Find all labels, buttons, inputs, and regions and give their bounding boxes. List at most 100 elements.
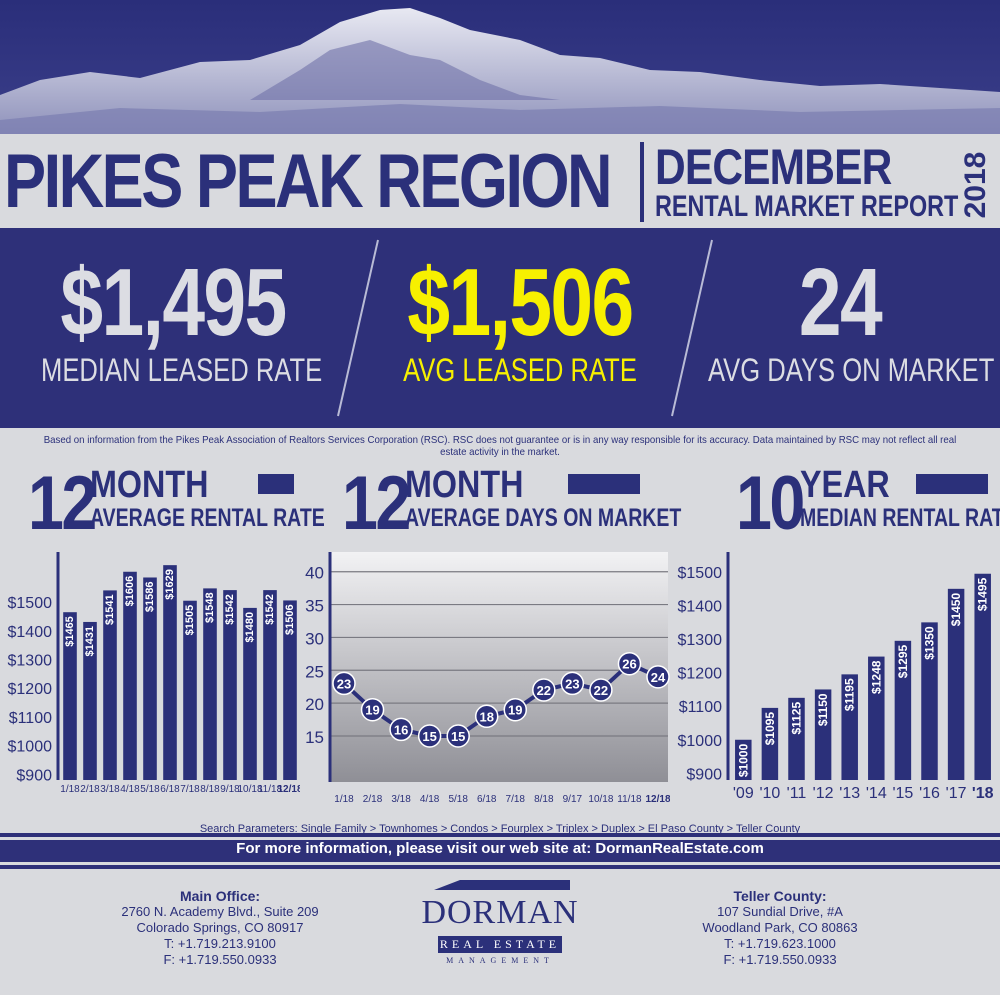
bar-data-label: $1000 [736,743,750,777]
point-data-label: 15 [422,729,436,744]
y-tick-label: $1000 [8,739,53,756]
point-data-label: 16 [394,722,408,737]
x-tick-label: 3/18 [391,794,411,805]
x-tick-label: 6/18 [160,784,180,795]
x-tick-label: 10/18 [588,794,613,805]
office-address-line1: 2760 N. Academy Blvd., Suite 209 [121,904,319,919]
bar [83,621,97,780]
section-2-subtitle: AVERAGE DAYS ON MARKET [405,504,682,532]
section-3-bar [916,474,988,494]
x-tick-label: 2/18 [80,784,100,795]
x-tick-label: 5/18 [448,794,468,805]
bar [921,622,938,780]
bar-data-label: $1606 [124,576,136,607]
data-point [389,717,413,742]
y-tick-label: $1200 [678,666,723,683]
bar-data-label: $1195 [843,678,857,711]
office-phone: T: +1.719.213.9100 [164,936,276,951]
y-tick-label: 30 [305,629,324,648]
bar-data-label: $1506 [284,604,296,635]
data-point [503,697,528,722]
point-data-label: 19 [508,703,522,718]
office-address-line1: 107 Sundial Drive, #A [717,904,843,919]
bar [947,588,965,780]
bar [103,590,117,780]
logo-name: DORMAN [421,894,579,931]
bar-data-label: $1542 [224,594,236,625]
bar [761,707,779,780]
bar [223,590,237,780]
x-tick-label: '15 [892,785,913,802]
data-point [617,651,642,676]
y-tick-label: $1000 [678,733,723,750]
bar-data-label: $1480 [244,612,256,643]
section-1-subtitle: AVERAGE RENTAL RATE [90,504,325,532]
y-tick-label: $1100 [679,699,722,716]
disclaimer: Based on information from the Pikes Peak… [43,434,957,458]
x-tick-label: 2/18 [363,794,383,805]
bar-data-label: $1495 [976,577,990,611]
bar-data-label: $1125 [790,702,804,735]
bar-data-label: $1295 [896,644,910,678]
data-point [417,724,442,748]
bar [814,689,832,780]
bar-data-label: $1629 [164,569,176,600]
bar [143,577,157,780]
x-tick-label: 11/18 [258,784,283,795]
x-tick-label: 7/18 [506,794,526,805]
y-tick-label: 20 [305,695,324,714]
x-tick-label: 4/18 [420,794,440,805]
x-tick-label: '10 [759,785,780,802]
section-1-number: 12 [28,461,97,546]
stat-avg-days: 24 AVG DAYS ON MARKET [675,248,1000,389]
website-link[interactable]: For more information, please visit our w… [236,840,764,857]
y-tick-label: $1500 [678,565,723,582]
bar [183,600,197,780]
point-data-label: 23 [565,676,579,691]
x-tick-label: 7/18 [180,784,200,795]
bar-data-label: $1541 [104,594,116,625]
x-tick-label: 3/18 [100,784,120,795]
point-data-label: 18 [479,709,493,724]
y-tick-label: 15 [305,728,324,747]
bar [63,612,77,780]
x-tick-label: '14 [866,785,887,802]
search-parameters: Search Parameters: Single Family > Townh… [199,823,801,835]
x-tick-label: '18 [972,785,994,802]
bar [788,697,805,780]
x-tick-label: 4/18 [120,784,140,795]
x-tick-label: 11/18 [617,794,642,805]
bar-data-label: $1542 [264,594,276,625]
stat-value: $1,506 [407,249,634,356]
stat-value: 24 [798,249,883,356]
bar [123,571,137,780]
bar [841,674,858,780]
section-1-word: MONTH [90,464,209,506]
y-tick-label: $1400 [678,599,723,616]
bar-data-label: $1095 [763,712,777,746]
bar-data-label: $1431 [84,626,96,657]
section-2-word: MONTH [405,464,524,506]
office-fax: F: +1.719.550.0933 [163,952,277,967]
data-point [532,678,556,702]
y-tick-label: $1400 [8,624,53,641]
logo-sub: MANAGEMENT [446,956,554,965]
y-tick-label: 35 [305,597,324,616]
bar-data-label: $1248 [869,660,883,694]
y-tick-label: $1500 [8,595,53,612]
plot-area [330,552,668,782]
office-address-line2: Woodland Park, CO 80863 [702,920,858,935]
report-year-box: 2018 [958,148,994,224]
bar [203,588,217,780]
logo-roof-icon [434,880,570,890]
stat-label: AVG DAYS ON MARKET [708,352,995,388]
report-year: 2018 [959,151,992,219]
stat-median-leased: $1,495 MEDIAN LEASED RATE [8,248,338,389]
x-tick-label: 5/18 [140,784,160,795]
y-tick-label: $1100 [9,710,52,727]
y-tick-label: $1200 [8,681,53,698]
x-tick-label: '09 [733,785,754,802]
bar [243,607,257,780]
point-data-label: 26 [622,657,636,672]
x-tick-label: '13 [839,785,860,802]
